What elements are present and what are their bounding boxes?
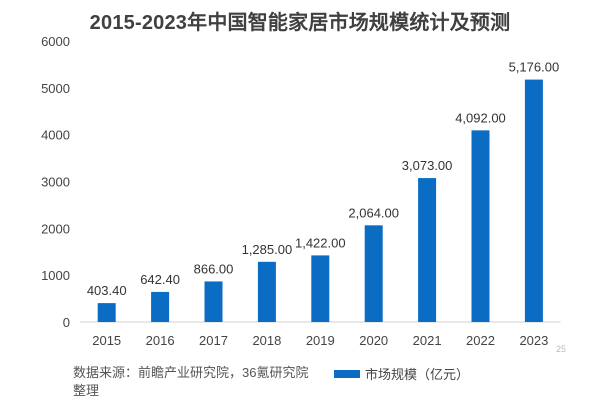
y-tick-label: 3000 [41,175,70,190]
legend: 市场规模（亿元） [334,364,469,383]
data-label: 1,422.00 [295,235,346,250]
bar-2019 [311,255,330,322]
bar-2015 [97,303,116,322]
y-tick-label: 6000 [41,34,70,49]
x-tick-label: 2021 [413,333,442,348]
bar-2020 [364,225,383,322]
y-tick-label: 5000 [41,81,70,96]
bar-2023 [524,79,543,322]
x-tick-label: 2020 [359,333,388,348]
data-label: 2,064.00 [348,205,399,220]
bar-2017 [204,281,223,322]
data-label: 4,092.00 [455,110,506,125]
chart-title: 2015-2023年中国智能家居市场规模统计及预测 [89,12,511,34]
y-tick-label: 0 [63,315,70,330]
x-tick-label: 2019 [306,333,335,348]
y-tick-label: 4000 [41,128,70,143]
x-tick-label: 2022 [466,333,495,348]
y-tick-label: 1000 [41,268,70,283]
x-tick-label: 2018 [252,333,281,348]
x-tick-label: 2017 [199,333,228,348]
x-tick-label: 2023 [519,333,548,348]
legend-swatch [334,369,360,378]
bar-2022 [471,130,490,322]
legend-label: 市场规模（亿元） [365,367,470,382]
bar-2018 [257,261,276,322]
data-label: 642.40 [140,272,180,287]
data-label: 1,285.00 [242,242,293,257]
y-tick-label: 2000 [41,221,70,236]
source-note: 数据来源：前瞻产业研究院，36氪研究院整理 [73,365,309,398]
data-label: 866.00 [194,261,234,276]
bar-2016 [151,291,170,322]
data-label: 403.40 [87,283,127,298]
bar-2021 [418,178,437,322]
page-number: 25 [556,344,567,354]
x-tick-label: 2016 [146,333,175,348]
data-label: 3,073.00 [402,158,453,173]
data-label: 5,176.00 [509,60,560,75]
x-tick-label: 2015 [92,333,121,348]
